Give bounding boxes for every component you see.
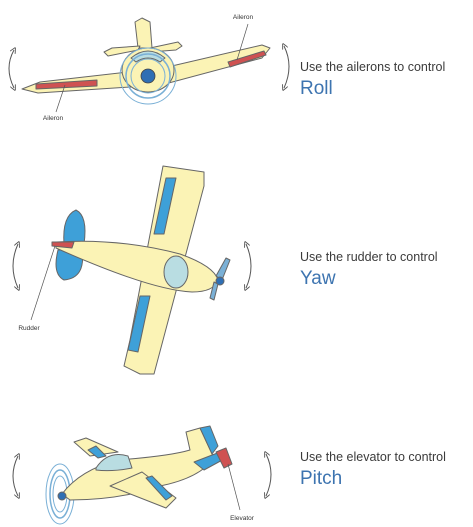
elevator-leader xyxy=(227,463,241,511)
elevator xyxy=(215,447,233,469)
aileron-left-label: Aileron xyxy=(43,115,64,122)
pitch-caption-text: Use the elevator to control xyxy=(300,450,446,464)
yaw-axis-label: Yaw xyxy=(300,268,336,289)
roll-spinner xyxy=(140,68,156,84)
pitch-airplane xyxy=(57,425,233,509)
rudder xyxy=(51,241,75,249)
rudder-label: Rudder xyxy=(18,325,40,332)
aileron-left-leader xyxy=(55,84,66,113)
cockpit-canopy xyxy=(130,50,166,63)
left-horizontal-stabilizer xyxy=(103,45,141,57)
yaw-caption-text: Use the rudder to control xyxy=(300,250,438,264)
elevator-label: Elevator xyxy=(230,515,255,522)
yaw-cockpit xyxy=(163,255,189,289)
roll-rotation-arrows xyxy=(8,46,290,88)
yaw-spinner xyxy=(215,276,225,286)
vertical-stabilizer xyxy=(134,17,153,49)
near-wing xyxy=(109,471,177,509)
aileron-right-leader xyxy=(236,23,249,61)
pitch-axis-label: Pitch xyxy=(300,468,343,489)
lower-aileron xyxy=(127,295,151,353)
left-aileron xyxy=(35,79,98,90)
roll-axis-label: Roll xyxy=(300,78,333,99)
right-aileron xyxy=(227,50,267,68)
roll-caption: Use the ailerons to control Roll xyxy=(300,60,470,100)
side-rudder xyxy=(199,425,219,455)
pitch-rotation-arrows xyxy=(12,454,272,496)
yaw-rotation-arrows xyxy=(12,244,252,288)
yaw-caption: Use the rudder to control Yaw xyxy=(300,250,470,290)
pitch-caption: Use the elevator to control Pitch xyxy=(300,450,470,490)
upper-aileron xyxy=(153,177,177,235)
aileron-right-label: Aileron xyxy=(233,14,254,21)
roll-caption-text: Use the ailerons to control xyxy=(300,60,446,74)
near-wing-aileron xyxy=(145,475,173,501)
yaw-airplane xyxy=(51,165,231,375)
roll-propeller xyxy=(119,47,177,105)
side-canopy xyxy=(95,454,133,472)
pitch-spinner xyxy=(57,491,67,501)
far-wing-aileron xyxy=(87,445,107,459)
tail-upper-elevator xyxy=(63,209,86,245)
rudder-leader xyxy=(30,245,56,321)
